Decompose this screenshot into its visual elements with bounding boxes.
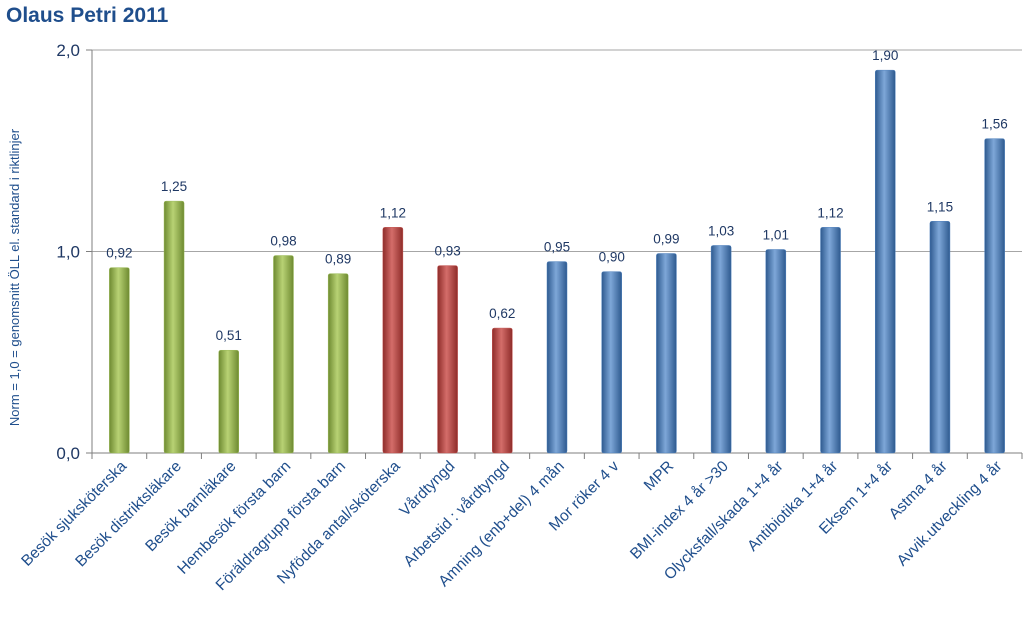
category-label: Besök distriktsläkare (72, 458, 185, 571)
data-label: 0,89 (325, 252, 351, 267)
bar (273, 255, 294, 454)
data-label: 1,12 (380, 205, 406, 220)
bar (437, 265, 458, 454)
bar (656, 253, 677, 454)
data-label: 0,92 (106, 246, 132, 261)
category-label: Besök sjuksköterska (18, 458, 130, 570)
bar (327, 273, 349, 454)
data-label: 1,90 (872, 48, 898, 63)
data-label: 0,90 (599, 250, 625, 265)
bars (109, 69, 1005, 454)
category-label: Arbetstid : vårdtyngd (401, 458, 514, 571)
data-label: 1,03 (708, 223, 734, 238)
y-tick-label: 2,0 (56, 41, 80, 60)
bar (492, 327, 513, 454)
data-label: 0,51 (216, 328, 242, 343)
y-tick-label: 0,0 (56, 444, 80, 463)
bar (874, 69, 896, 454)
bar (601, 271, 622, 454)
data-label: 1,56 (982, 117, 1008, 132)
data-label: 1,15 (927, 199, 953, 214)
category-label: Besök barnläkare (142, 458, 239, 555)
bar (820, 227, 841, 454)
category-label: BMI-index 4 år >30 (627, 458, 732, 563)
data-labels: 0,92 1,25 0,51 0,98 0,89 1,12 0,93 0,62 0,95 0,90… (106, 48, 1008, 343)
data-label: 1,01 (763, 227, 789, 242)
bar (929, 221, 951, 454)
bar (109, 267, 130, 454)
data-label: 0,99 (653, 232, 679, 247)
y-tick-label: 1,0 (56, 243, 80, 262)
bar (382, 227, 404, 454)
bar (218, 349, 240, 454)
data-label: 0,93 (434, 244, 460, 259)
bar (710, 245, 732, 454)
y-axis-title: Norm = 1,0 = genomsnitt ÖLL el. standard… (7, 128, 22, 426)
data-label: 1,25 (161, 179, 187, 194)
category-label: Avvik.utveckling 4 år (894, 458, 1006, 570)
data-label: 0,98 (270, 234, 296, 249)
data-label: 0,62 (489, 306, 515, 321)
category-label: MPR (641, 458, 677, 494)
data-label: 0,95 (544, 240, 570, 255)
bar (163, 200, 185, 454)
chart-title: Olaus Petri 2011 (6, 4, 169, 27)
gridlines (92, 49, 1022, 252)
bar (546, 261, 568, 454)
bar (765, 249, 787, 454)
data-label: 1,12 (817, 205, 843, 220)
bar (984, 138, 1005, 454)
